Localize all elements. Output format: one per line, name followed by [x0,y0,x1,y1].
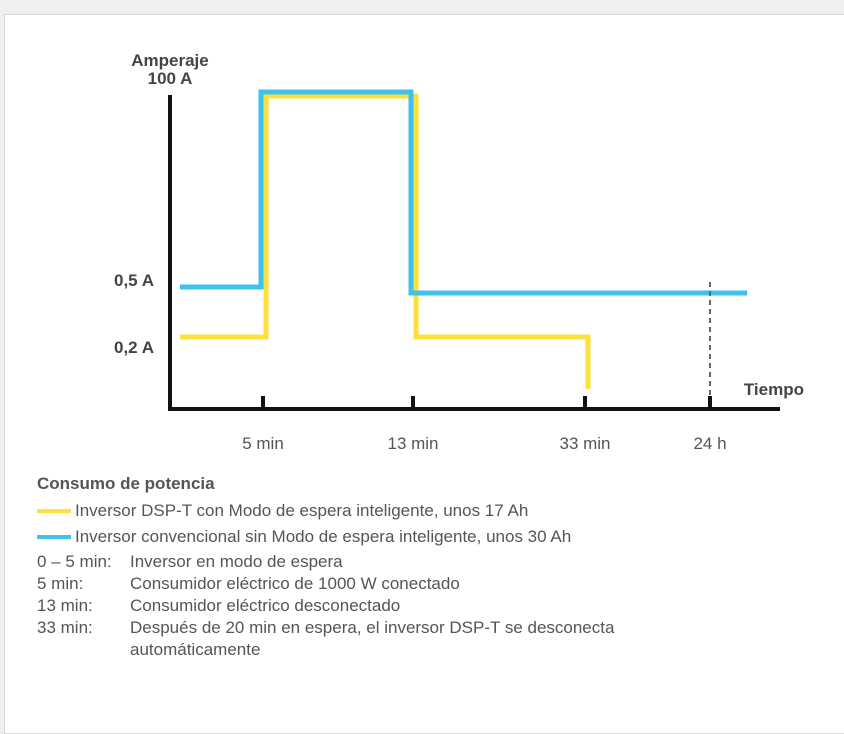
note-text: Inversor en modo de espera [130,551,670,573]
note-label: 5 min: [37,573,130,595]
legend-swatch-conventional [37,535,71,539]
note-text: Consumidor eléctrico de 1000 W conectado [130,573,670,595]
note-row: 5 min: Consumidor eléctrico de 1000 W co… [37,573,670,595]
x-axis-title: Tiempo [744,380,804,399]
x-tick-label: 13 min [387,434,438,453]
y-tick-label: 0,2 A [114,338,154,357]
x-tick-label: 5 min [242,434,284,453]
x-tick-label: 24 h [693,434,726,453]
amperage-chart: 5 min 13 min 33 min 24 h 0,5 A 0,2 A Amperaje1… [0,0,844,470]
note-label: 13 min: [37,595,130,617]
legend: Consumo de potencia Inversor DSP-T con M… [37,474,571,550]
timeline-notes: 0 – 5 min: Inversor en modo de espera 5 … [37,551,670,661]
legend-swatch-dspt [37,509,71,513]
note-row: 0 – 5 min: Inversor en modo de espera [37,551,670,573]
note-row: 33 min: Después de 20 min en espera, el … [37,617,670,661]
legend-item-dspt: Inversor DSP-T con Modo de espera inteli… [37,498,571,524]
y-axis-title: Amperaje [131,51,208,70]
note-row: 13 min: Consumidor eléctrico desconectad… [37,595,670,617]
legend-item-conventional: Inversor convencional sin Modo de espera… [37,524,571,550]
y-tick-label-max: 100 A [148,69,193,88]
y-tick-label: 0,5 A [114,271,154,290]
legend-label-dspt: Inversor DSP-T con Modo de espera inteli… [75,501,528,521]
series-line-0 [180,96,588,389]
x-tick-label: 33 min [559,434,610,453]
note-label: 33 min: [37,617,130,661]
legend-title: Consumo de potencia [37,474,571,494]
note-text: Consumidor eléctrico desconectado [130,595,670,617]
legend-label-conventional: Inversor convencional sin Modo de espera… [75,527,571,547]
note-text: Después de 20 min en espera, el inversor… [130,617,670,661]
note-label: 0 – 5 min: [37,551,130,573]
